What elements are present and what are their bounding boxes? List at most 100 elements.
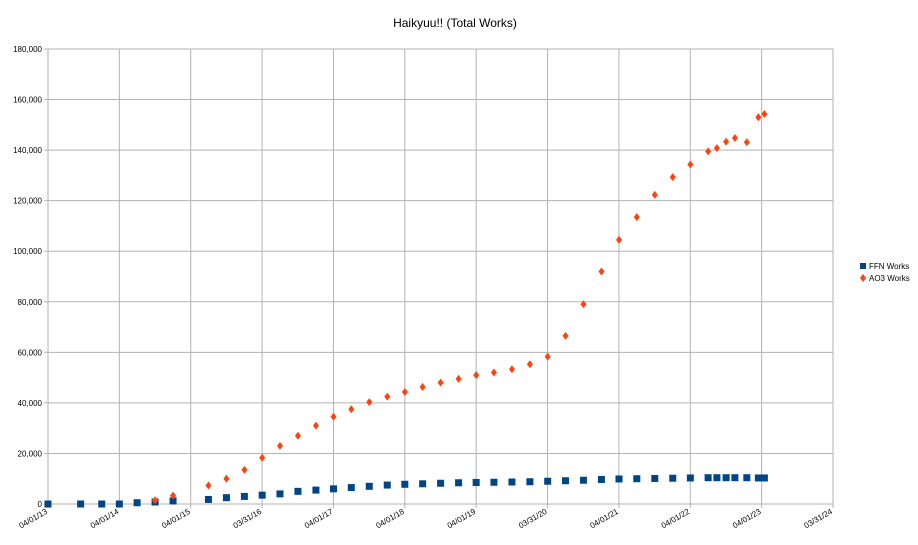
data-point bbox=[526, 360, 533, 369]
data-point bbox=[508, 365, 515, 374]
y-tick-label: 160,000 bbox=[13, 96, 42, 105]
data-point bbox=[312, 486, 320, 494]
data-point bbox=[633, 475, 641, 483]
grid bbox=[47, 48, 834, 505]
data-point bbox=[77, 500, 85, 508]
data-point bbox=[437, 479, 445, 487]
y-tick-label: 140,000 bbox=[13, 146, 42, 155]
data-point bbox=[223, 474, 230, 483]
data-point bbox=[526, 478, 534, 486]
x-tick-label: 04/01/13 bbox=[18, 507, 50, 531]
data-point bbox=[561, 477, 569, 485]
data-point bbox=[222, 494, 230, 502]
x-tick-label: 04/01/18 bbox=[374, 507, 406, 531]
x-tick-label: 04/01/15 bbox=[160, 507, 192, 531]
data-point bbox=[348, 405, 355, 414]
x-tick-label: 04/01/22 bbox=[660, 507, 692, 531]
x-axis-ticks: 04/01/13 04/01/14 04/01/15 03/31/16 04/01/17… bbox=[18, 504, 835, 531]
data-point bbox=[170, 491, 177, 500]
data-point bbox=[743, 138, 750, 147]
data-point bbox=[44, 500, 52, 508]
y-axis-ticks: 0 20,000 40,000 60,000 80,000 100,000 120,000 1… bbox=[13, 45, 48, 509]
data-point bbox=[115, 500, 123, 508]
y-tick-label: 40,000 bbox=[18, 399, 43, 408]
data-point bbox=[704, 474, 712, 482]
x-tick-label: 04/01/17 bbox=[303, 507, 335, 531]
data-point bbox=[401, 480, 409, 488]
plot-frame bbox=[47, 48, 834, 505]
legend-label: FFN Works bbox=[869, 262, 909, 271]
data-point bbox=[401, 388, 408, 397]
data-point bbox=[259, 453, 266, 462]
data-point bbox=[455, 374, 462, 383]
x-tick-label: 03/31/24 bbox=[803, 507, 835, 531]
data-point bbox=[598, 267, 605, 276]
data-point bbox=[437, 378, 444, 387]
data-point bbox=[544, 477, 552, 485]
data-point bbox=[133, 499, 141, 507]
series-layer bbox=[44, 109, 768, 508]
y-tick-label: 60,000 bbox=[18, 348, 43, 357]
data-point bbox=[731, 474, 739, 482]
data-point bbox=[472, 479, 480, 487]
data-point bbox=[276, 490, 284, 498]
data-point bbox=[633, 213, 640, 222]
y-tick-label: 20,000 bbox=[18, 449, 43, 458]
data-point bbox=[562, 331, 569, 340]
data-point bbox=[713, 474, 721, 482]
y-tick-label: 80,000 bbox=[18, 298, 43, 307]
data-point bbox=[755, 113, 762, 122]
data-point bbox=[651, 190, 658, 199]
x-tick-label: 04/01/21 bbox=[588, 507, 620, 531]
data-point bbox=[615, 475, 623, 483]
data-point bbox=[152, 496, 159, 505]
series-ffn-works bbox=[44, 474, 768, 508]
data-point bbox=[276, 441, 283, 450]
y-tick-label: 0 bbox=[38, 500, 43, 509]
legend-label: AO3 Works bbox=[869, 274, 910, 283]
data-point bbox=[705, 147, 712, 156]
data-point bbox=[731, 133, 738, 142]
x-tick-label: 03/31/16 bbox=[232, 507, 264, 531]
data-point bbox=[686, 474, 694, 482]
data-point bbox=[240, 492, 248, 500]
data-point bbox=[713, 144, 720, 153]
data-point bbox=[597, 475, 605, 483]
data-point bbox=[294, 487, 302, 495]
data-point bbox=[366, 398, 373, 407]
data-point bbox=[365, 482, 373, 490]
x-tick-label: 03/31/20 bbox=[517, 507, 549, 531]
data-point bbox=[205, 481, 212, 490]
series-ao3-works bbox=[152, 109, 768, 505]
data-point bbox=[669, 173, 676, 182]
legend-item: FFN Works bbox=[860, 262, 909, 271]
data-point bbox=[722, 474, 730, 482]
legend: FFN Works AO3 Works bbox=[860, 262, 910, 283]
data-point bbox=[579, 476, 587, 484]
data-point bbox=[455, 479, 463, 487]
data-point bbox=[687, 160, 694, 169]
x-tick-label: 04/01/14 bbox=[89, 507, 121, 531]
y-tick-label: 180,000 bbox=[13, 45, 42, 54]
data-point bbox=[347, 484, 355, 492]
data-point bbox=[651, 474, 659, 482]
data-point bbox=[419, 382, 426, 391]
data-point bbox=[508, 478, 516, 486]
chart-title: Haikyuu!! (Total Works) bbox=[393, 16, 517, 30]
data-point bbox=[98, 500, 106, 508]
legend-marker bbox=[860, 263, 866, 269]
data-point bbox=[384, 392, 391, 401]
data-point bbox=[330, 485, 338, 493]
data-point bbox=[419, 480, 427, 488]
data-point bbox=[204, 495, 212, 503]
data-point bbox=[473, 371, 480, 380]
data-point bbox=[669, 474, 677, 482]
data-point bbox=[580, 300, 587, 309]
data-point bbox=[490, 368, 497, 377]
data-point bbox=[330, 412, 337, 421]
data-point bbox=[258, 491, 266, 499]
data-point bbox=[294, 431, 301, 440]
data-point bbox=[761, 109, 768, 118]
data-point bbox=[760, 474, 768, 482]
